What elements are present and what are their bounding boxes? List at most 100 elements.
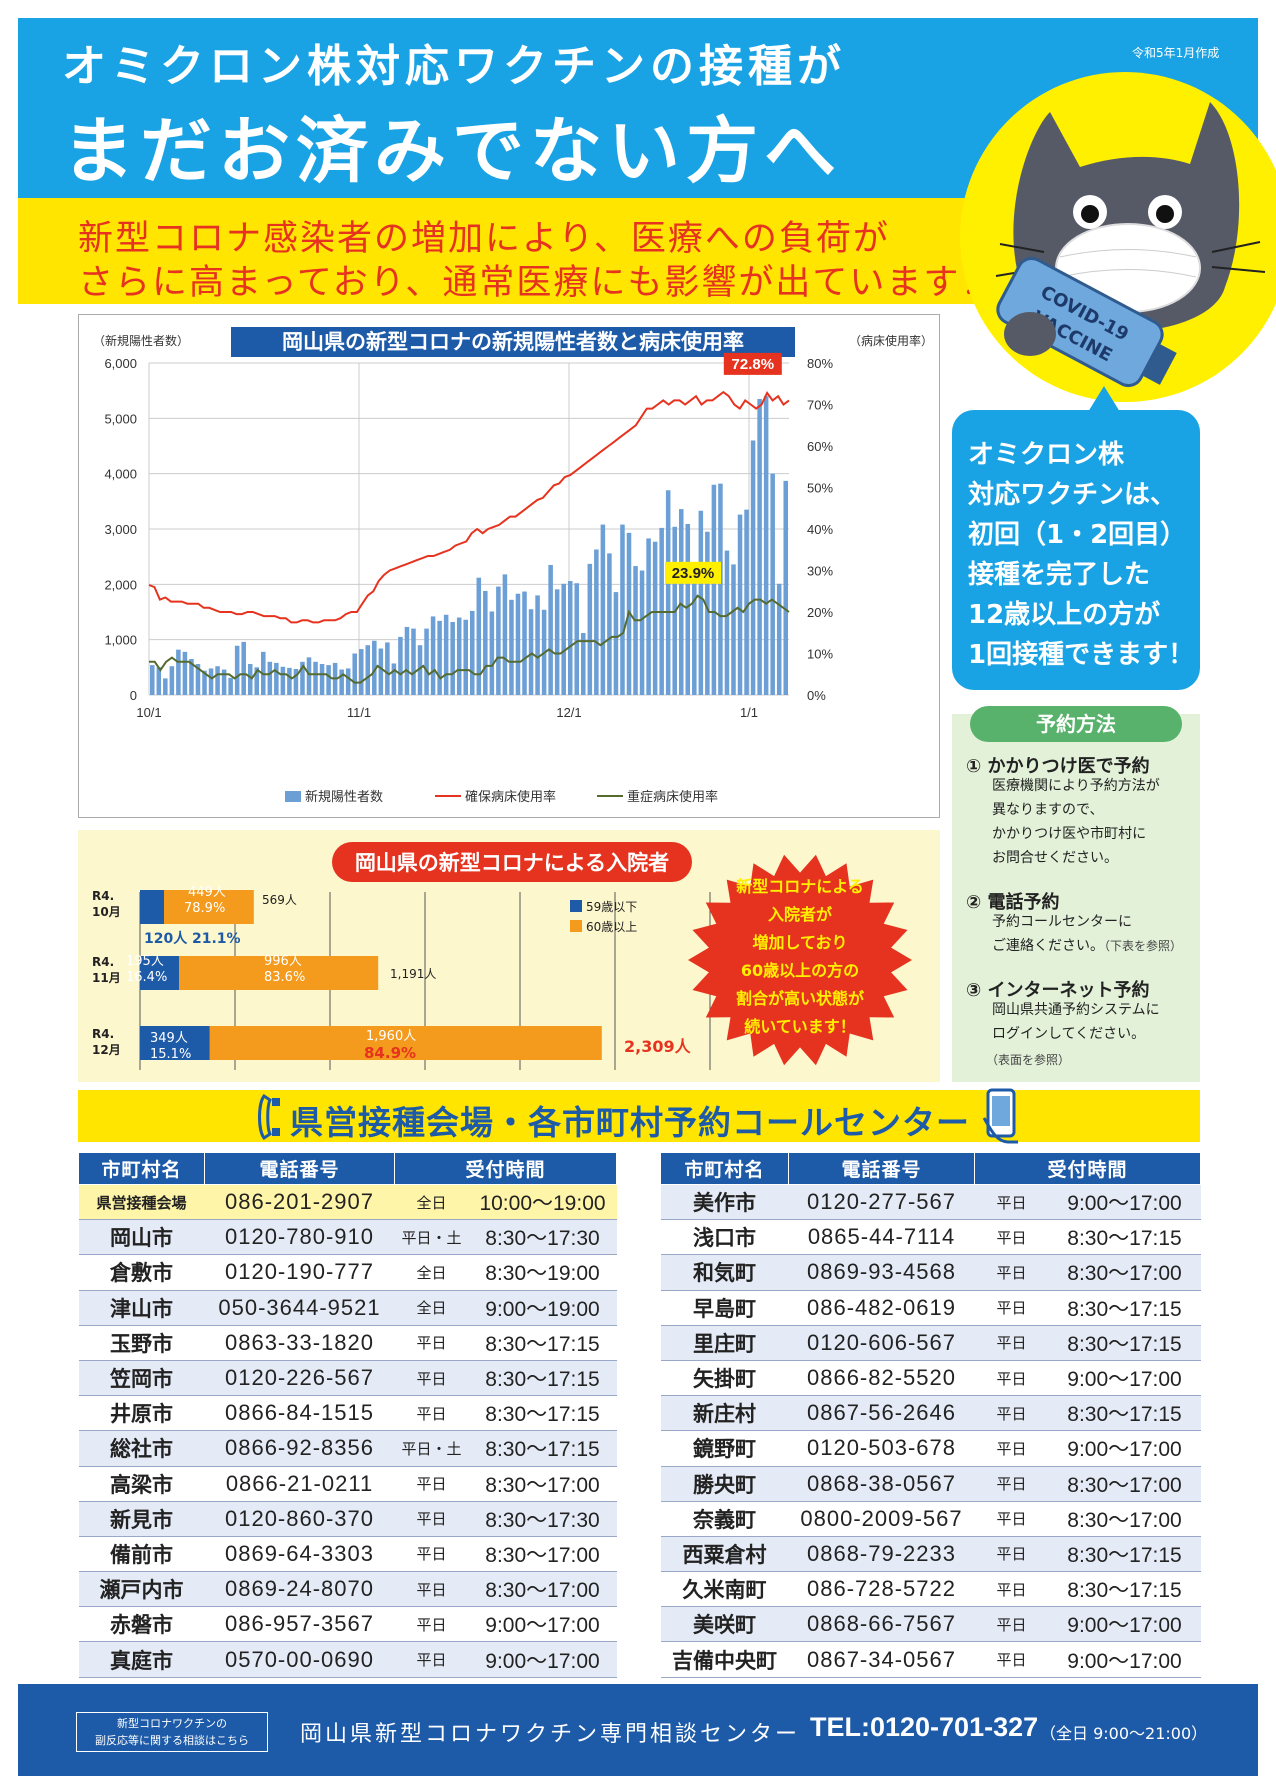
municipality-cell: 玉野市 xyxy=(78,1325,205,1361)
cat-dec-2: 12月 xyxy=(92,1043,121,1057)
phone-cell[interactable]: 0120-780-910 xyxy=(204,1219,395,1256)
phone-cell[interactable]: 0120-277-567 xyxy=(788,1184,975,1221)
phone-cell[interactable]: 0867-34-0567 xyxy=(788,1641,975,1678)
hours-cell: 9:00〜17:00 xyxy=(1048,1430,1201,1467)
phone-cell[interactable]: 0120-606-567 xyxy=(788,1325,975,1361)
phone-cell[interactable]: 0868-79-2233 xyxy=(788,1536,975,1573)
phone-cell[interactable]: 086-728-5722 xyxy=(788,1571,975,1608)
municipality-cell: 県営接種会場 xyxy=(78,1184,205,1221)
bar-new-positives xyxy=(620,524,625,695)
phone-cell[interactable]: 0867-56-2646 xyxy=(788,1395,975,1432)
municipality-cell: 真庭市 xyxy=(78,1641,205,1678)
bar-new-positives xyxy=(633,566,638,695)
bar-new-positives xyxy=(430,616,436,695)
bar-new-positives xyxy=(306,657,312,695)
y-axis-label: （新規陽性者数） xyxy=(93,333,189,348)
municipality-cell: 勝央町 xyxy=(660,1466,789,1502)
table-row: 新見市 0120-860-370 平日 8:30〜17:30 xyxy=(78,1501,617,1537)
y-tick-label: 6,000 xyxy=(104,356,137,371)
municipality-cell: 吉備中央町 xyxy=(660,1641,789,1678)
bar-new-positives xyxy=(176,649,181,695)
bar-new-positives xyxy=(385,642,390,695)
phone-cell[interactable]: 0120-190-777 xyxy=(204,1254,395,1291)
col-phone: 電話番号 xyxy=(204,1152,395,1185)
oct-over-pct: 78.9% xyxy=(184,901,225,916)
phone-cell[interactable]: 0120-226-567 xyxy=(204,1360,395,1397)
phone-cell[interactable]: 0869-64-3303 xyxy=(204,1536,395,1573)
phone-cell[interactable]: 050-3644-9521 xyxy=(204,1290,395,1326)
days-cell: 平日 xyxy=(974,1571,1049,1608)
annotation-box-bed xyxy=(723,352,782,375)
phone-cell[interactable]: 0866-92-8356 xyxy=(204,1430,395,1467)
bar-new-positives xyxy=(443,614,449,695)
phone-cell[interactable]: 0863-33-1820 xyxy=(204,1325,395,1361)
bubble-line: 接種を完了した xyxy=(968,560,1151,590)
phone-cell[interactable]: 086-201-2907 xyxy=(204,1184,395,1221)
table-row: 美咲町 0868-66-7567 平日 9:00〜17:00 xyxy=(660,1606,1201,1643)
municipality-cell: 早島町 xyxy=(660,1290,789,1326)
hours-cell: 8:30〜17:00 xyxy=(1048,1501,1201,1537)
phone-cell[interactable]: 0120-503-678 xyxy=(788,1430,975,1467)
oct-under-pct: 21.1% xyxy=(192,931,241,947)
bar-new-positives xyxy=(424,628,429,695)
phone-cell[interactable]: 0865-44-7114 xyxy=(788,1219,975,1256)
legend-label: 新規陽性者数 xyxy=(305,789,383,805)
y-tick-label: 5,000 xyxy=(104,411,137,426)
reservation-text: 岡山県共通予約システムに xyxy=(992,1002,1160,1018)
bar-new-positives xyxy=(463,619,468,695)
bar-new-positives xyxy=(600,524,606,695)
phone-cell[interactable]: 0570-00-0690 xyxy=(204,1641,395,1678)
consultation-center-name: 岡山県新型コロナワクチン専門相談センター xyxy=(300,1722,801,1747)
bar-new-positives xyxy=(711,484,717,695)
table-row: 笠岡市 0120-226-567 平日 8:30〜17:15 xyxy=(78,1360,617,1397)
phone-cell[interactable]: 0866-84-1515 xyxy=(204,1395,395,1432)
table-header-row: 市町村名 電話番号 受付時間 xyxy=(660,1152,1202,1185)
phone-cell[interactable]: 086-482-0619 xyxy=(788,1290,975,1326)
chart-title-box xyxy=(231,327,795,357)
table-row: 倉敷市 0120-190-777 全日 8:30〜19:00 xyxy=(78,1254,617,1291)
bar-new-positives xyxy=(535,595,540,695)
bar-under59 xyxy=(140,1026,210,1060)
table-row: 吉備中央町 0867-34-0567 平日 9:00〜17:00 xyxy=(660,1641,1201,1678)
phone-cell[interactable]: 0800-2009-567 xyxy=(788,1501,975,1537)
phone-cell[interactable]: 0869-93-4568 xyxy=(788,1254,975,1291)
hours-cell: 9:00〜17:00 xyxy=(1048,1606,1201,1643)
bar-new-positives xyxy=(665,490,671,695)
smartphone-icon xyxy=(982,1088,1018,1144)
days-cell: 平日 xyxy=(974,1466,1049,1502)
phone-cell[interactable]: 086-957-3567 xyxy=(204,1606,395,1643)
bar-new-positives xyxy=(228,677,233,695)
days-cell: 平日 xyxy=(974,1536,1049,1573)
bubble-line: オミクロン株 xyxy=(968,440,1125,470)
municipality-cell: 新見市 xyxy=(78,1501,205,1537)
col-hours: 受付時間 xyxy=(393,1152,618,1185)
bar-new-positives xyxy=(293,668,299,695)
phone-cell[interactable]: 0868-66-7567 xyxy=(788,1606,975,1643)
y-tick-label: 3,000 xyxy=(104,522,137,537)
phone-cell[interactable]: 0866-21-0211 xyxy=(204,1466,395,1502)
phone-cell[interactable]: 0120-860-370 xyxy=(204,1501,395,1537)
table-row: 鏡野町 0120-503-678 平日 9:00〜17:00 xyxy=(660,1430,1201,1467)
consultation-tel[interactable]: TEL:0120-701-327 xyxy=(810,1712,1039,1742)
bar-new-positives xyxy=(476,577,482,695)
days-cell: 平日・土 xyxy=(394,1430,469,1467)
bar-new-positives xyxy=(613,592,619,695)
hours-cell: 8:30〜17:15 xyxy=(1048,1571,1201,1608)
phone-cell[interactable]: 0869-24-8070 xyxy=(204,1571,395,1608)
bubble-line: 対応ワクチンは、 xyxy=(968,480,1177,510)
phone-cell[interactable]: 0866-82-5520 xyxy=(788,1360,975,1397)
dec-under-count: 349人 xyxy=(150,1031,188,1046)
hours-cell: 10:00〜19:00 xyxy=(468,1184,617,1221)
bar-new-positives xyxy=(280,666,286,695)
table-row: 勝央町 0868-38-0567 平日 8:30〜17:00 xyxy=(660,1466,1201,1502)
warning-line1: 新型コロナ感染者の増加により、医療への負荷が xyxy=(78,219,890,259)
y2-tick-label: 30% xyxy=(807,564,833,579)
bar-new-positives xyxy=(509,599,514,695)
hours-cell: 9:00〜17:00 xyxy=(1048,1360,1201,1397)
municipality-cell: 津山市 xyxy=(78,1290,205,1326)
bar-new-positives xyxy=(763,396,769,695)
hours-cell: 9:00〜19:00 xyxy=(468,1290,617,1326)
bubble-tail xyxy=(1088,386,1120,412)
days-cell: 平日 xyxy=(394,1501,469,1537)
phone-cell[interactable]: 0868-38-0567 xyxy=(788,1466,975,1502)
